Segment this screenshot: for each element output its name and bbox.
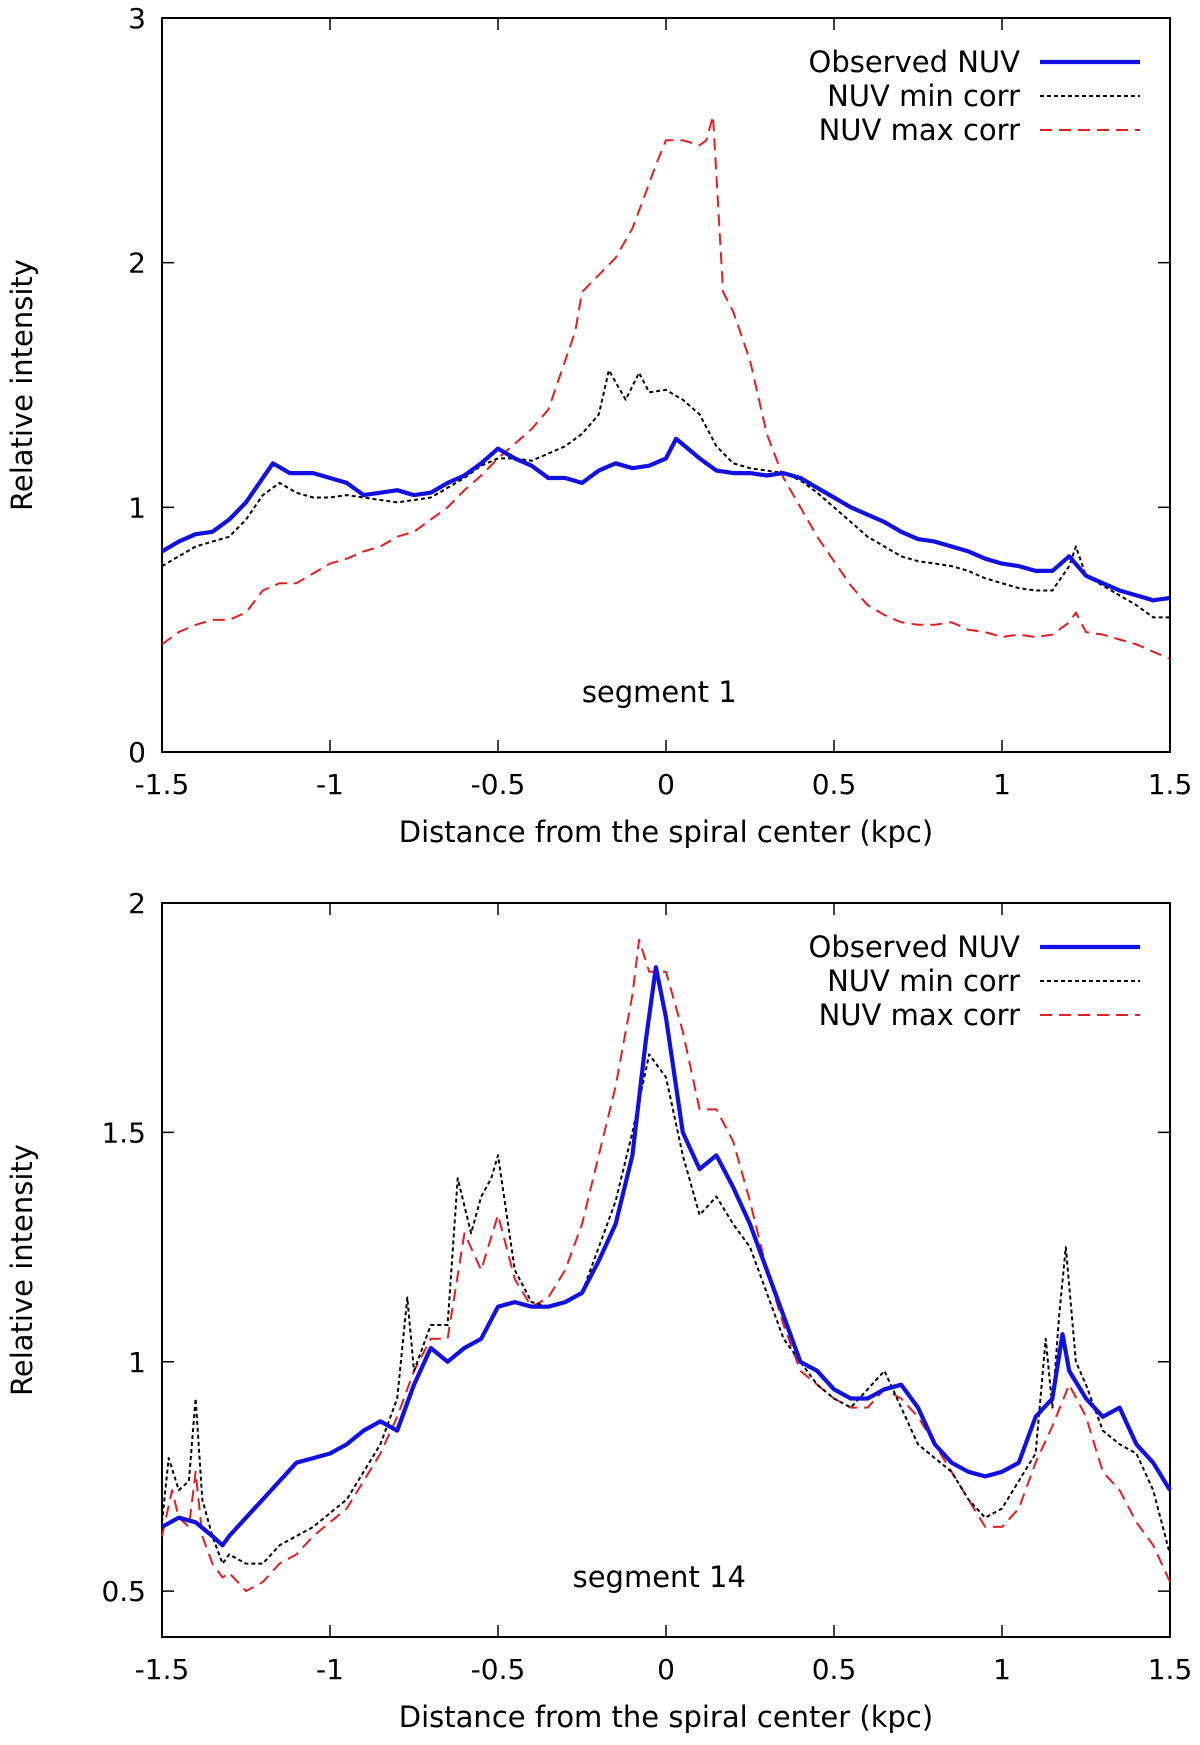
y-tick-label: 3 [128, 2, 146, 35]
x-axis-label: Distance from the spiral center (kpc) [399, 1700, 933, 1734]
x-tick-label: -0.5 [471, 1653, 526, 1686]
x-tick-label: 1 [993, 768, 1011, 801]
chart-panel-1: -1.5 -1 -0.5 0 0.5 1 1.5 0 1 2 3 Distance from the … [5, 2, 1192, 849]
x-tick-label: 1.5 [1148, 1653, 1193, 1686]
x-tick-label: 0 [657, 768, 675, 801]
segment-annotation: segment 14 [573, 1560, 746, 1594]
x-tick-label: 1.5 [1148, 768, 1193, 801]
legend-label: NUV max corr [819, 113, 1020, 147]
y-tick-label: 2 [128, 887, 146, 920]
y-tick-label: 1 [128, 491, 146, 524]
segment-annotation: segment 1 [582, 675, 737, 709]
series-line-nuv-min-corr [161, 369, 1170, 619]
x-tick-label: 0.5 [812, 1653, 857, 1686]
x-tick-label: -1 [316, 768, 344, 801]
series-line-observed-nuv [160, 965, 1172, 1548]
series-line-observed-nuv [160, 436, 1171, 603]
legend-label: NUV max corr [819, 998, 1020, 1032]
x-tick-label: -1.5 [135, 1653, 190, 1686]
x-tick-label: 0 [657, 1653, 675, 1686]
legend-label: Observed NUV [809, 45, 1021, 79]
x-tick-label: -1 [316, 1653, 344, 1686]
series-line-nuv-max-corr [161, 114, 1171, 660]
y-tick-label: 0 [128, 736, 146, 769]
x-tick-label: 1 [993, 1653, 1011, 1686]
x-tick-label: -0.5 [471, 768, 526, 801]
series-line-nuv-max-corr [161, 938, 1171, 1593]
series-line-nuv-min-corr [161, 1053, 1171, 1565]
y-tick-label: 2 [128, 247, 146, 280]
legend-label: Observed NUV [809, 930, 1021, 964]
legend-label: NUV min corr [827, 964, 1020, 998]
y-tick-label: 0.5 [101, 1575, 146, 1608]
y-axis-label: Relative intensity [5, 1144, 39, 1396]
y-axis-label: Relative intensity [5, 259, 39, 511]
y-tick-label: 1.5 [101, 1116, 146, 1149]
x-tick-label: 0.5 [812, 768, 857, 801]
legend-label: NUV min corr [827, 79, 1020, 113]
y-tick-label: 1 [128, 1346, 146, 1379]
chart-panel-2: -1.5 -1 -0.5 0 0.5 1 1.5 0.5 1 1.5 2 Distance from … [5, 887, 1192, 1734]
x-tick-label: -1.5 [135, 768, 190, 801]
x-axis-label: Distance from the spiral center (kpc) [399, 815, 933, 849]
